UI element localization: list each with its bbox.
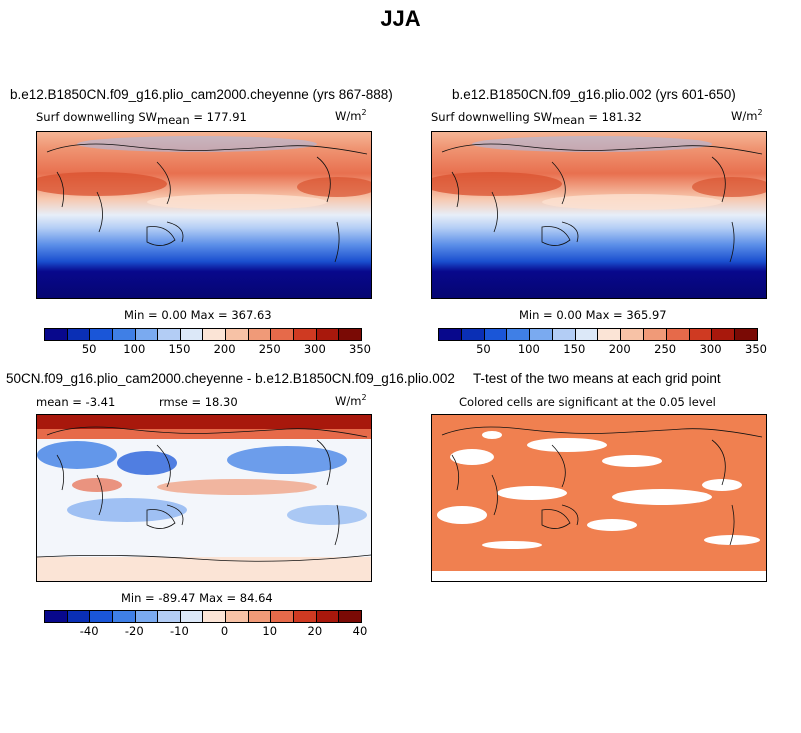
- colorbar-tick-label: 0: [220, 624, 229, 638]
- colorbar-swatch: [271, 329, 295, 340]
- colorbar-swatch: [507, 329, 531, 340]
- stat-label: mean: [552, 113, 585, 127]
- colorbar-swatch: [316, 329, 340, 340]
- map-fill: [37, 415, 371, 581]
- colorbar-tick-label: 50: [476, 342, 491, 356]
- colorbar-swatch: [203, 611, 227, 622]
- stat-value: = 181.32: [588, 110, 642, 124]
- map-plot: [36, 414, 372, 582]
- colorbar-swatch: [339, 329, 361, 340]
- colorbar-tick-label: 250: [258, 342, 281, 356]
- colorbar-swatch: [735, 329, 757, 340]
- colorbar-swatch: [294, 611, 317, 622]
- map-plot: [431, 131, 767, 299]
- variable-stat-label: Surf downwelling SWmean = 177.91: [36, 110, 247, 127]
- units-label: W/m2: [335, 393, 367, 408]
- colorbar-swatch: [712, 329, 736, 340]
- variable-stat-label: Surf downwelling SWmean = 181.32: [431, 110, 642, 127]
- panel-title: b.e12.B1850CN.f09_g16.plio.002 (yrs 601-…: [452, 87, 736, 102]
- panel-title: T-test of the two means at each grid poi…: [473, 371, 721, 386]
- colorbar-swatch: [67, 329, 91, 340]
- colorbar-tick-label: 40: [352, 624, 368, 638]
- colorbar-swatch: [180, 329, 204, 340]
- min-max-label: Min = -89.47 Max = 84.64: [121, 591, 273, 605]
- stat-value: = 177.91: [193, 110, 247, 124]
- significance-map: [432, 415, 766, 581]
- colorbar-tick-label: 20: [307, 624, 323, 638]
- colorbar-tick-label: 300: [303, 342, 326, 356]
- colorbar-tick-label: 200: [608, 342, 631, 356]
- colorbar-swatch: [484, 329, 508, 340]
- colorbar: [438, 328, 758, 341]
- min-max-label: Min = 0.00 Max = 365.97: [519, 308, 667, 322]
- colorbar-tick-label: 100: [517, 342, 540, 356]
- colorbar-swatch: [248, 329, 272, 340]
- map-plot: [36, 131, 372, 299]
- colorbar-tick-label: -40: [79, 624, 99, 638]
- colorbar: [44, 610, 362, 623]
- colorbar-swatch: [158, 611, 181, 622]
- colorbar-tick-label: -10: [170, 624, 189, 638]
- colorbar-swatch: [226, 611, 249, 622]
- colorbar-tick-label: -20: [124, 624, 144, 638]
- colorbar-swatch: [90, 329, 113, 340]
- colorbar-swatch: [135, 611, 159, 622]
- mean-label: mean = -3.41: [36, 395, 116, 409]
- colorbar-tick-label: 150: [563, 342, 586, 356]
- colorbar-swatch: [689, 329, 713, 340]
- colorbar-tick-label: 350: [745, 342, 767, 356]
- colorbar-swatch: [180, 611, 204, 622]
- colorbar-swatch: [112, 329, 136, 340]
- units-label: W/m2: [731, 108, 763, 123]
- map-fill: [432, 132, 766, 298]
- min-max-label: Min = 0.00 Max = 367.63: [124, 308, 272, 322]
- map-fill: [37, 132, 371, 298]
- colorbar-swatch: [226, 329, 249, 340]
- panel-title: b.e12.B1850CN.f09_g16.plio_cam2000.cheye…: [10, 87, 393, 102]
- colorbar-swatch: [598, 329, 622, 340]
- colorbar-swatch: [461, 329, 485, 340]
- colorbar-tick-label: 350: [349, 342, 371, 356]
- colorbar-swatch: [271, 611, 295, 622]
- colorbar-swatch: [158, 329, 181, 340]
- colorbar-swatch: [135, 329, 159, 340]
- units-label: W/m2: [335, 108, 367, 123]
- colorbar-swatch: [45, 611, 68, 622]
- variable-name: Surf downwelling SW: [431, 110, 553, 124]
- colorbar-swatch: [666, 329, 690, 340]
- colorbar-tick-label: 50: [81, 342, 97, 356]
- colorbar-swatch: [621, 329, 645, 340]
- colorbar-swatch: [316, 611, 340, 622]
- colorbar-tick-label: 100: [123, 342, 146, 356]
- map-plot: [431, 414, 767, 582]
- panel-title: 50CN.f09_g16.plio_cam2000.cheyenne - b.e…: [6, 371, 455, 386]
- colorbar-swatch: [339, 611, 361, 622]
- colorbar: [44, 328, 362, 341]
- colorbar-swatch: [575, 329, 599, 340]
- colorbar-tick-label: 10: [262, 624, 278, 638]
- colorbar-swatch: [67, 611, 91, 622]
- colorbar-swatch: [552, 329, 576, 340]
- colorbar-tick-label: 150: [168, 342, 191, 356]
- colorbar-swatch: [644, 329, 667, 340]
- colorbar-tick-label: 300: [699, 342, 722, 356]
- colorbar-swatch: [45, 329, 68, 340]
- colorbar-swatch: [90, 611, 113, 622]
- colorbar-swatch: [203, 329, 227, 340]
- colorbar-swatch: [112, 611, 136, 622]
- panel-subtitle: Colored cells are significant at the 0.0…: [459, 395, 716, 409]
- colorbar-swatch: [439, 329, 462, 340]
- colorbar-swatch: [248, 611, 272, 622]
- colorbar-tick-label: 250: [654, 342, 677, 356]
- colorbar-swatch: [530, 329, 553, 340]
- colorbar-swatch: [294, 329, 317, 340]
- colorbar-tick-label: 200: [213, 342, 236, 356]
- variable-name: Surf downwelling SW: [36, 110, 158, 124]
- rmse-label: rmse = 18.30: [159, 395, 238, 409]
- stat-label: mean: [157, 113, 190, 127]
- figure-title: JJA: [380, 6, 421, 31]
